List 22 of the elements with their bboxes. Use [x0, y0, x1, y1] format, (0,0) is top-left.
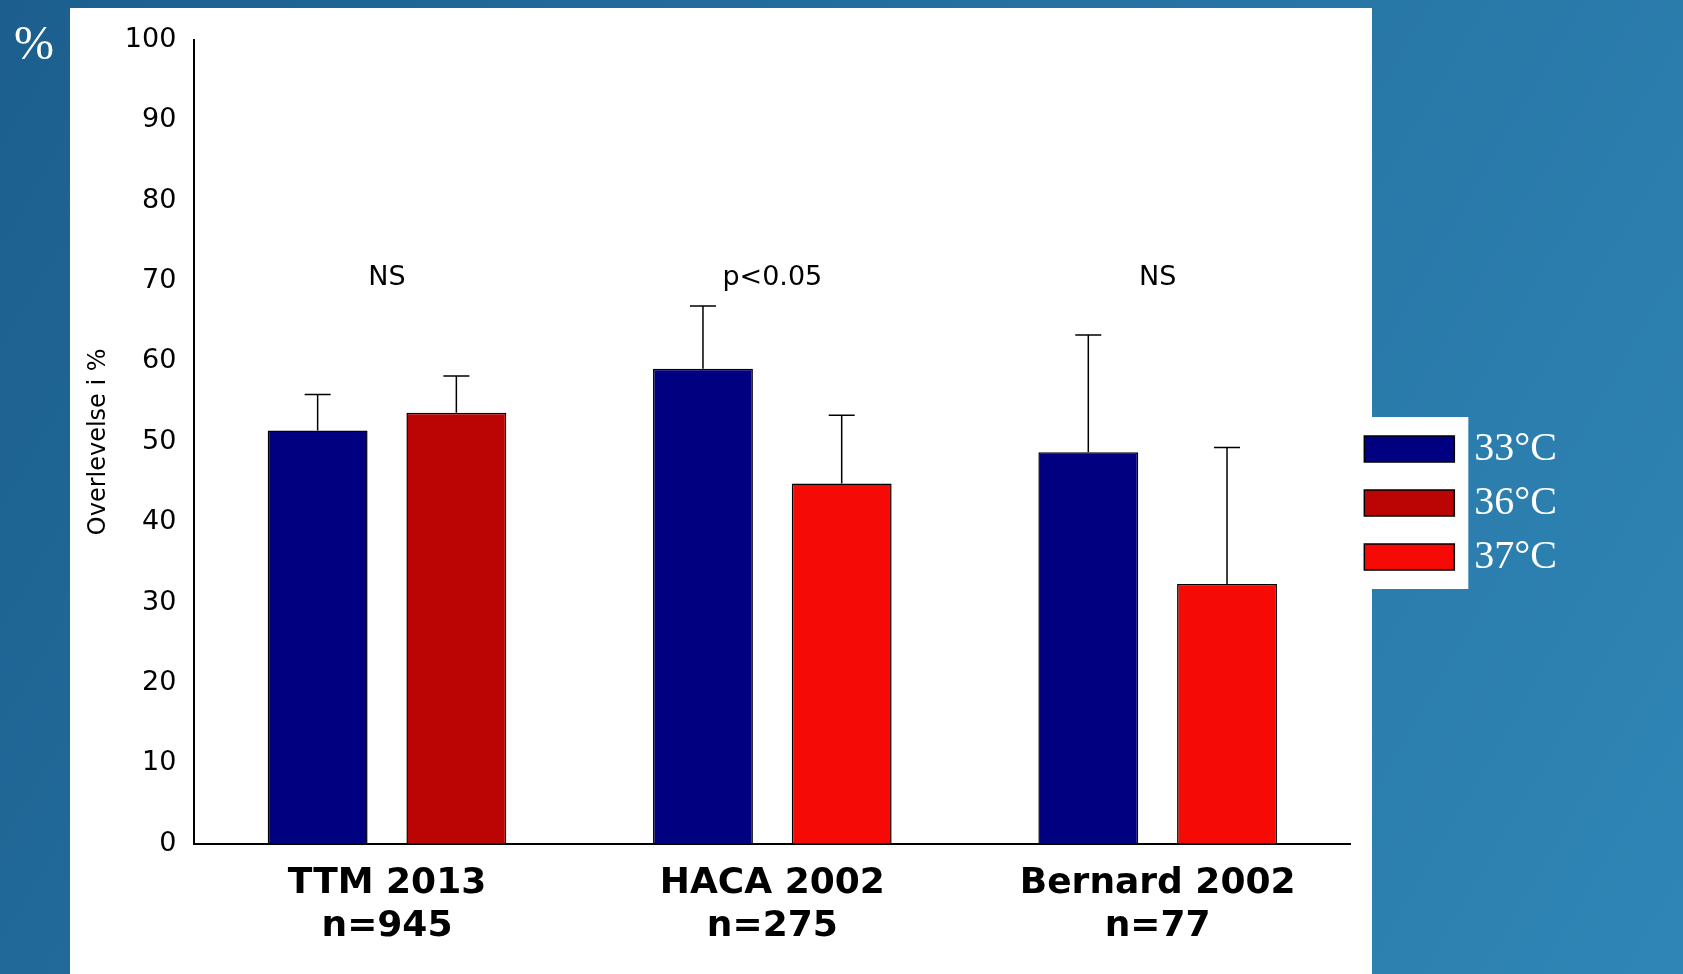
- annotation: NS: [1138, 259, 1177, 291]
- annotation: NS: [368, 259, 406, 291]
- y-tick-label: 70: [141, 263, 177, 295]
- y-axis-title: Overlevelse i %: [82, 348, 111, 536]
- y-tick-label: 60: [141, 343, 177, 375]
- y-tick-label: 40: [141, 504, 177, 536]
- x-tick-label: Bernard 2002 n=77: [1019, 859, 1296, 944]
- text: %: [14, 15, 54, 69]
- y-tick-label: 10: [141, 745, 177, 777]
- y-tick-label: 50: [141, 423, 177, 455]
- x-tick-label: HACA 2002 n=275: [659, 859, 885, 944]
- y-tick-label: 30: [141, 584, 177, 616]
- y-tick-label: 90: [141, 102, 177, 134]
- annotation: p<0.05: [722, 259, 823, 291]
- y-tick-label: 20: [141, 664, 177, 696]
- legend-label: 33°C: [1474, 423, 1558, 469]
- y-tick-label: 80: [141, 182, 177, 214]
- legend-label: 37°C: [1474, 531, 1558, 577]
- y-tick-label: 100: [124, 22, 177, 54]
- y-tick-label: 0: [159, 825, 177, 857]
- x-tick-label: TTM 2013 n=945: [287, 859, 487, 944]
- legend-label: 36°C: [1474, 477, 1558, 523]
